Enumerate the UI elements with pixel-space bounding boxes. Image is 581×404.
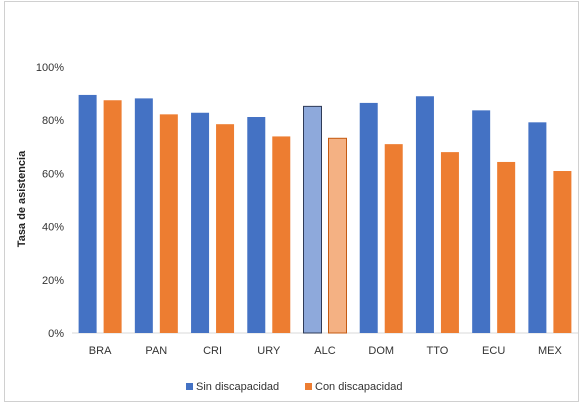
bar-tto-sin <box>415 96 434 333</box>
bar-bra-con <box>103 100 122 333</box>
bar-ury-sin <box>247 117 266 334</box>
x-ticks: BRA PAN CRI URY ALC DOM TTO ECU MEX <box>89 345 563 357</box>
legend: Sin discapacidad Con discapacidad <box>186 381 402 393</box>
x-tick-label: PAN <box>145 345 167 357</box>
y-tick-label: 100% <box>36 62 64 74</box>
x-tick-label: ECU <box>482 345 505 357</box>
bar-ecu-con <box>497 161 516 333</box>
bars <box>78 94 572 334</box>
x-tick-label: MEX <box>538 345 563 357</box>
x-tick-label: DOM <box>368 345 394 357</box>
x-tick-label: CRI <box>203 345 222 357</box>
bar-dom-con <box>384 144 403 333</box>
bar-alc-sin <box>303 105 322 334</box>
bar-tto-con <box>440 152 459 333</box>
x-tick-label: TTO <box>427 345 449 357</box>
legend-swatch <box>186 383 193 390</box>
y-tick-label: 60% <box>42 168 64 180</box>
bar-pan-con <box>159 114 178 334</box>
bar-dom-sin <box>359 102 378 333</box>
bar-mex-con <box>553 171 572 333</box>
bar-ecu-sin <box>472 110 491 333</box>
y-tick-label: 40% <box>42 222 64 234</box>
bar-ury-con <box>272 136 291 333</box>
y-ticks: 0% 20% 40% 60% 80% 100% <box>36 62 64 340</box>
x-tick-label: BRA <box>89 345 112 357</box>
bar-cri-sin <box>191 112 210 333</box>
bar-alc-con <box>328 137 347 334</box>
y-axis-label: Tasa de asistencia <box>16 150 28 247</box>
y-tick-label: 20% <box>42 275 64 287</box>
bar-cri-con <box>216 124 235 333</box>
bar-mex-sin <box>528 122 547 333</box>
y-tick-label: 0% <box>48 328 64 340</box>
legend-swatch <box>305 383 312 390</box>
legend-label: Sin discapacidad <box>196 381 279 393</box>
legend-label: Con discapacidad <box>315 381 402 393</box>
y-tick-label: 80% <box>42 115 64 127</box>
x-tick-label: URY <box>257 345 281 357</box>
x-tick-label: ALC <box>314 345 335 357</box>
bar-pan-sin <box>134 98 153 333</box>
bar-bra-sin <box>78 94 97 334</box>
